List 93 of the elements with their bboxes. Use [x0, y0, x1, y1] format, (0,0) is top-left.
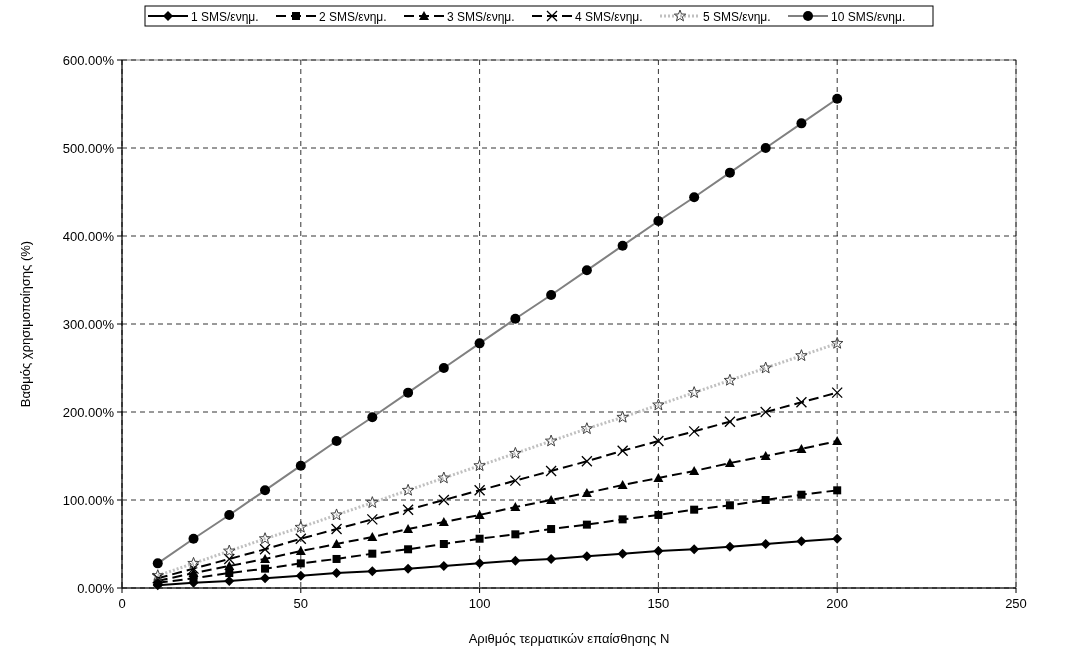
point: [760, 539, 771, 549]
point: [581, 551, 592, 562]
y-tick-label: 300.00%: [62, 316, 115, 332]
point: [188, 568, 199, 578]
point: [831, 386, 843, 399]
legend-label: 3 SMS/ενημ.: [447, 9, 515, 24]
point: [546, 495, 557, 504]
point: [438, 517, 449, 526]
point: [581, 487, 592, 497]
point: [652, 435, 665, 447]
point: [760, 451, 771, 460]
y-tick-label: 0.00%: [77, 580, 115, 596]
legend-label: 5 SMS/ενημ.: [703, 9, 771, 24]
point: [510, 555, 521, 566]
point: [367, 566, 378, 577]
x-axis-title: Αριθμός τερματικών επαίσθησης N: [468, 631, 670, 646]
x-tick-label: 250: [1005, 596, 1027, 611]
point: [833, 486, 842, 495]
point: [295, 533, 307, 545]
point: [547, 525, 556, 534]
point: [510, 502, 521, 512]
legend-label: 1 SMS/ενημ.: [191, 9, 259, 24]
point: [403, 524, 414, 534]
legend-label: 4 SMS/ενημ.: [575, 9, 643, 24]
point: [796, 536, 807, 547]
legend-label: 10 SMS/ενημ.: [831, 9, 906, 24]
y-tick-label: 200.00%: [62, 404, 115, 420]
point: [331, 539, 342, 548]
point: [724, 541, 735, 552]
x-tick-label: 0: [118, 596, 126, 611]
point: [223, 553, 235, 565]
x-tick-label: 200: [826, 596, 849, 611]
point: [760, 406, 772, 418]
legend-label: 2 SMS/ενημ.: [319, 9, 387, 24]
point: [511, 530, 520, 539]
point: [509, 474, 522, 487]
point: [832, 533, 843, 544]
point: [653, 546, 664, 557]
point: [296, 559, 305, 568]
point: [438, 561, 449, 571]
point: [295, 546, 306, 556]
point: [546, 553, 557, 564]
point: [331, 568, 342, 579]
x-tick-label: 100: [468, 596, 491, 611]
point: [654, 510, 663, 519]
point: [725, 501, 734, 510]
point: [545, 465, 557, 477]
point: [690, 505, 699, 514]
point: [688, 425, 700, 438]
point: [617, 480, 628, 490]
point: [832, 436, 843, 446]
point: [475, 534, 484, 543]
point: [796, 443, 807, 453]
y-tick-label: 100.00%: [62, 492, 115, 508]
point: [689, 544, 700, 555]
x-tick-label: 150: [647, 596, 670, 611]
point: [761, 496, 770, 504]
point: [332, 554, 341, 563]
point: [366, 513, 378, 526]
point: [259, 543, 271, 555]
point: [403, 563, 414, 574]
point: [474, 558, 485, 569]
point: [368, 549, 377, 558]
point: [581, 455, 593, 467]
point: [330, 523, 343, 535]
point: [260, 553, 271, 563]
point: [439, 540, 448, 548]
y-axis-title: Βαθμός χρησιμοποίησης (%): [18, 240, 33, 408]
point: [689, 465, 700, 475]
y-tick-label: 500.00%: [62, 140, 115, 156]
point: [795, 396, 808, 408]
point: [187, 562, 200, 575]
point: [797, 490, 806, 499]
point: [582, 520, 591, 529]
y-tick-label: 400.00%: [62, 228, 115, 244]
x-tick-label: 50: [293, 596, 309, 611]
point: [724, 416, 736, 428]
point: [260, 573, 271, 584]
point: [404, 545, 413, 554]
point: [261, 564, 270, 573]
point: [617, 548, 628, 559]
point: [618, 515, 627, 524]
point: [724, 458, 735, 468]
point: [474, 509, 485, 519]
point: [473, 484, 486, 496]
point: [438, 494, 450, 506]
point: [616, 445, 629, 457]
point: [653, 473, 664, 482]
point: [295, 570, 306, 581]
point: [224, 561, 235, 570]
y-tick-label: 600.00%: [62, 52, 115, 68]
point: [402, 504, 414, 516]
point: [367, 531, 378, 541]
